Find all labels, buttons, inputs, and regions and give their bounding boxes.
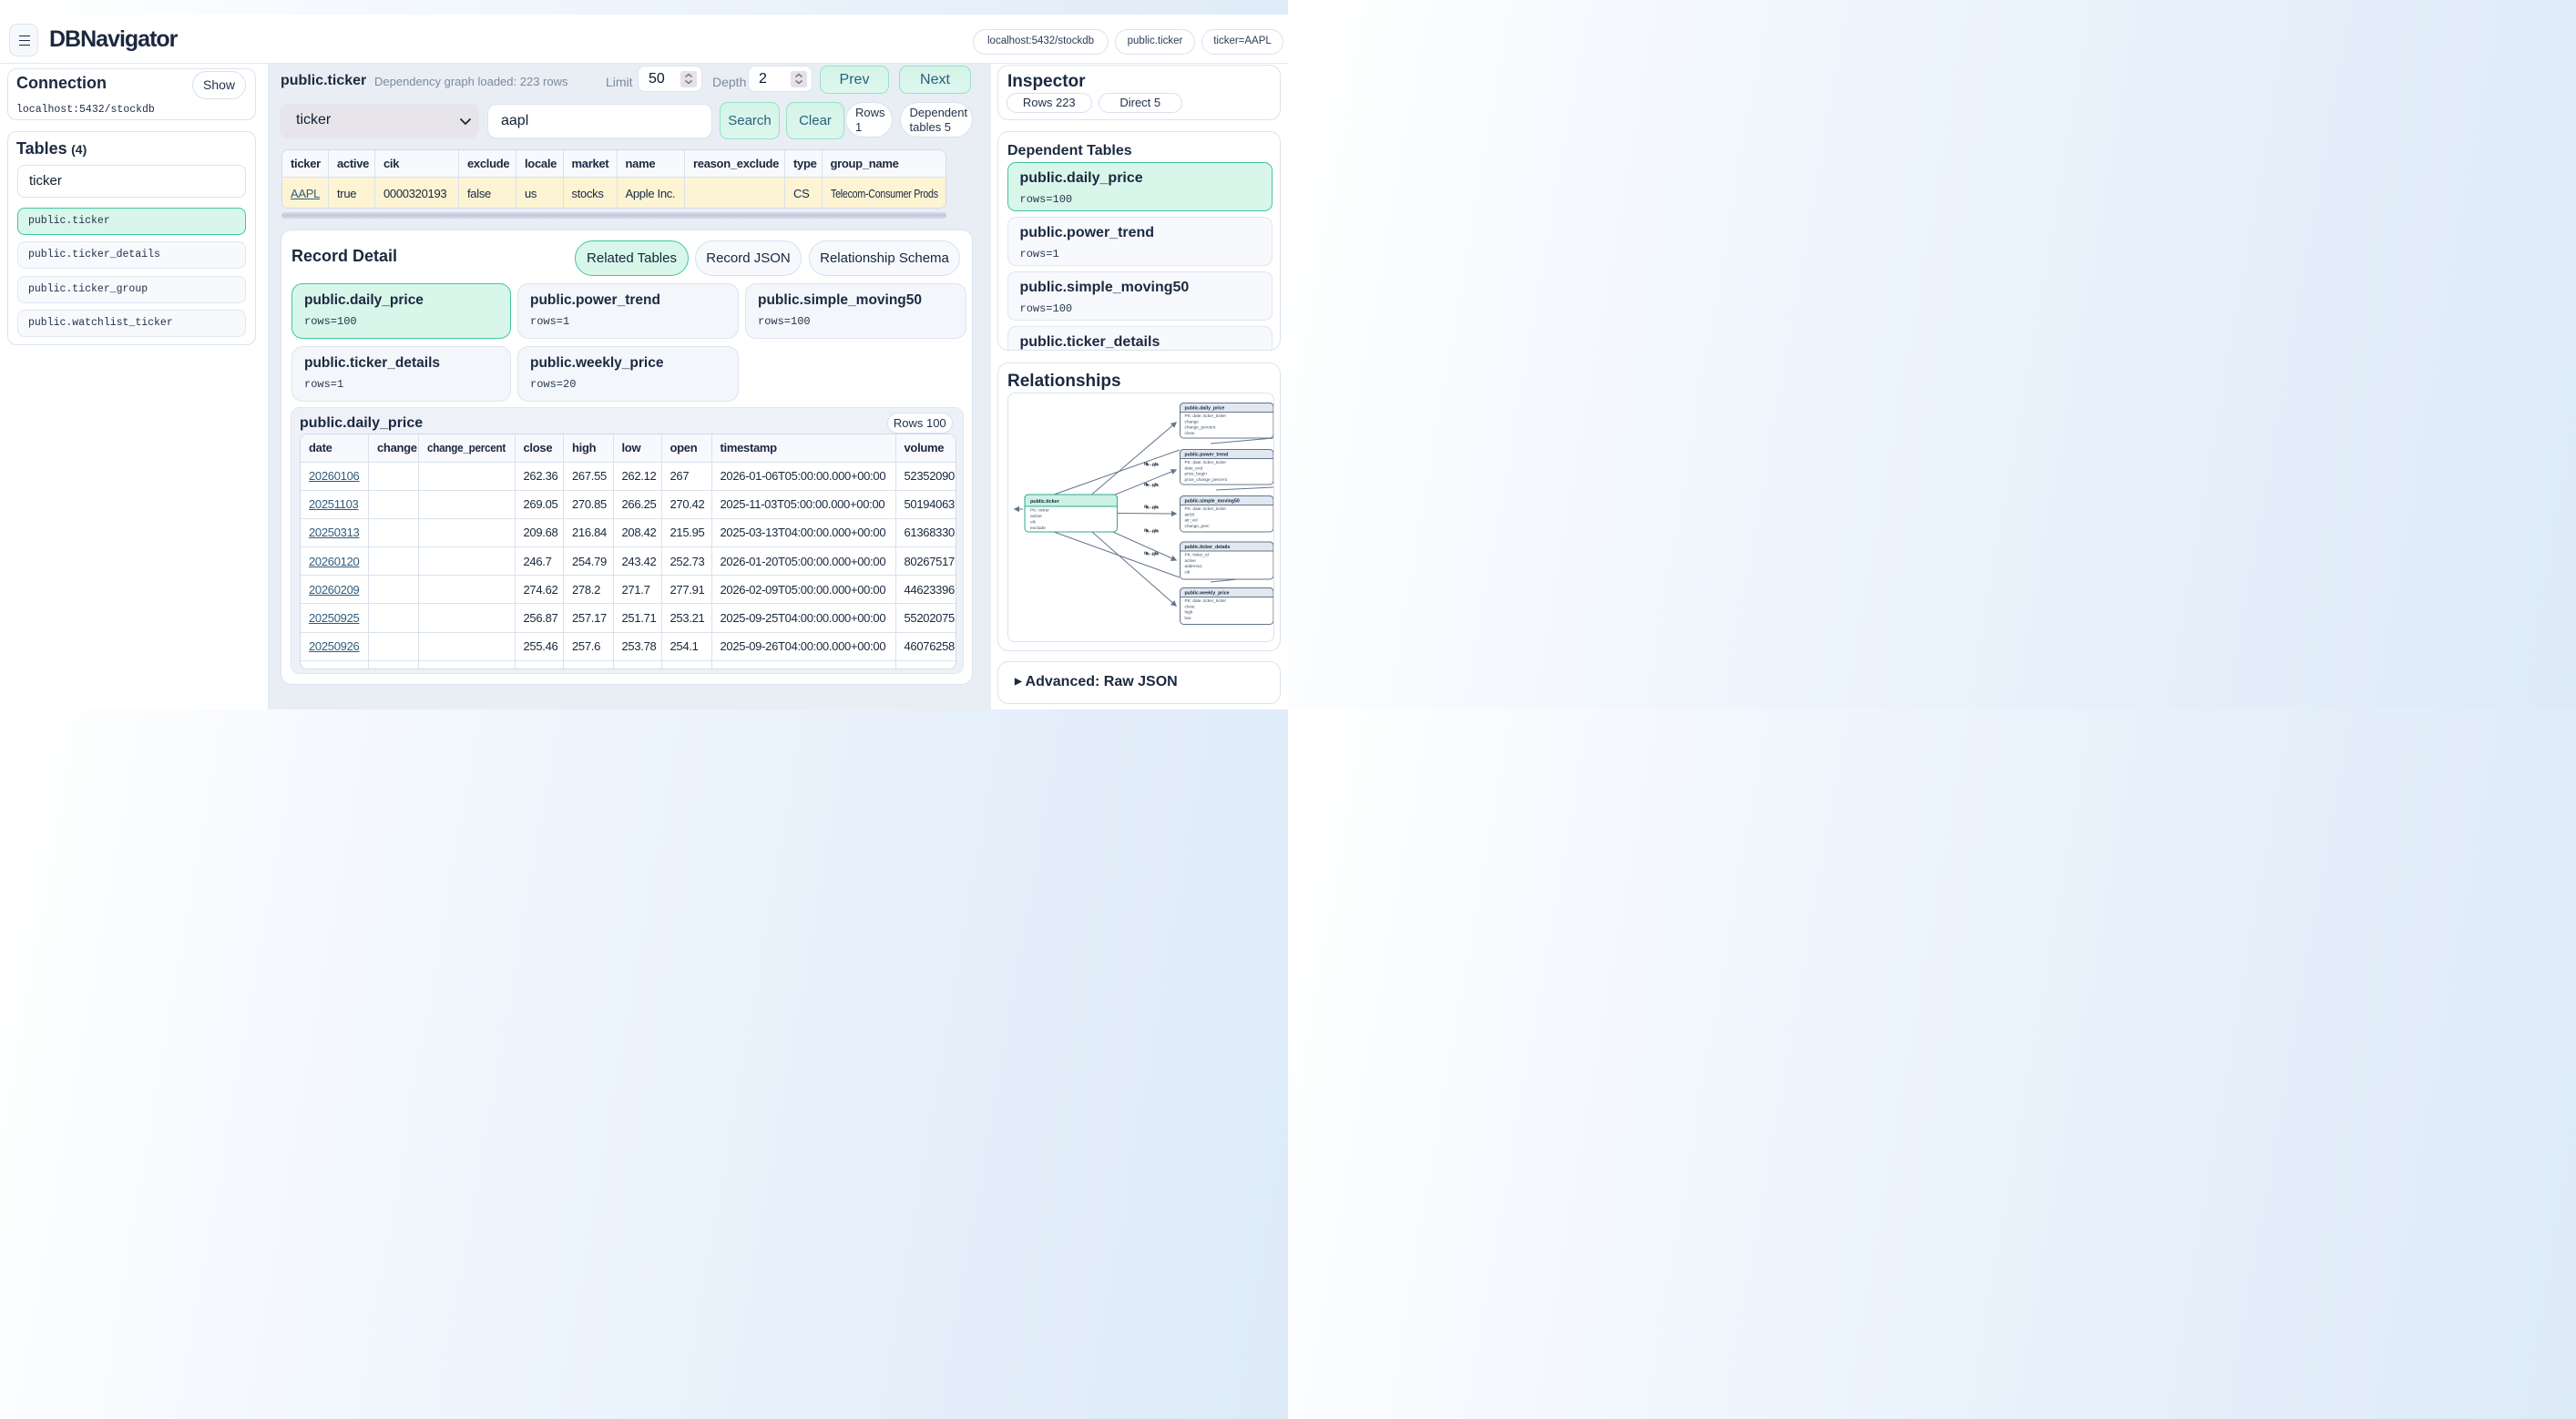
svg-text:fk→pk: fk→pk: [1144, 483, 1158, 488]
svg-text:active: active: [1184, 558, 1196, 563]
svg-text:fk→pk: fk→pk: [1144, 505, 1158, 510]
svg-text:price_begin: price_begin: [1184, 472, 1207, 476]
svg-text:atr_vol: atr_vol: [1184, 518, 1197, 523]
svg-text:fk→pk: fk→pk: [1145, 463, 1159, 468]
svg-text:low: low: [1184, 616, 1191, 620]
svg-text:date_end: date_end: [1184, 465, 1202, 470]
svg-text:cik: cik: [1030, 520, 1037, 526]
svg-text:PK: date, ticker_ticker: PK: date, ticker_ticker: [1184, 413, 1226, 418]
svg-text:exclude: exclude: [1030, 526, 1046, 531]
svg-text:fk→pk: fk→pk: [1145, 552, 1159, 557]
svg-text:fk→pk: fk→pk: [1145, 505, 1159, 511]
svg-text:public.power_trend: public.power_trend: [1184, 452, 1228, 457]
svg-text:high: high: [1184, 610, 1192, 615]
svg-text:PK: ticker: PK: ticker: [1030, 508, 1049, 514]
svg-text:public.weekly_price: public.weekly_price: [1184, 590, 1229, 596]
svg-text:active: active: [1030, 514, 1042, 519]
svg-text:cik: cik: [1184, 569, 1190, 574]
svg-text:PK: date, ticker_ticker: PK: date, ticker_ticker: [1184, 598, 1226, 603]
svg-text:fk→pk: fk→pk: [1144, 528, 1158, 534]
svg-text:public.ticker_details: public.ticker_details: [1184, 545, 1230, 550]
svg-text:fk→pk: fk→pk: [1145, 483, 1159, 488]
svg-text:public.ticker: public.ticker: [1030, 499, 1060, 505]
svg-text:fk→pk: fk→pk: [1144, 551, 1158, 556]
svg-text:change: change: [1184, 419, 1199, 424]
svg-text:public.simple_moving50: public.simple_moving50: [1184, 498, 1239, 504]
svg-text:PK: date, ticker_ticker: PK: date, ticker_ticker: [1184, 506, 1226, 511]
svg-text:change_perc: change_perc: [1184, 524, 1210, 528]
svg-text:public.daily_price: public.daily_price: [1184, 405, 1224, 411]
svg-text:price_change_percent: price_change_percent: [1184, 477, 1227, 482]
svg-text:close: close: [1184, 604, 1194, 608]
svg-text:PK: date, ticker_ticker: PK: date, ticker_ticker: [1184, 460, 1226, 464]
svg-text:fk→pk: fk→pk: [1145, 529, 1159, 535]
svg-text:fk→pk: fk→pk: [1144, 462, 1158, 467]
svg-text:atr50: atr50: [1184, 512, 1194, 516]
svg-text:change_percent: change_percent: [1184, 425, 1215, 430]
svg-text:address1: address1: [1184, 564, 1202, 568]
svg-text:close: close: [1184, 431, 1194, 435]
svg-text:PK: ticker_id: PK: ticker_id: [1184, 553, 1209, 557]
